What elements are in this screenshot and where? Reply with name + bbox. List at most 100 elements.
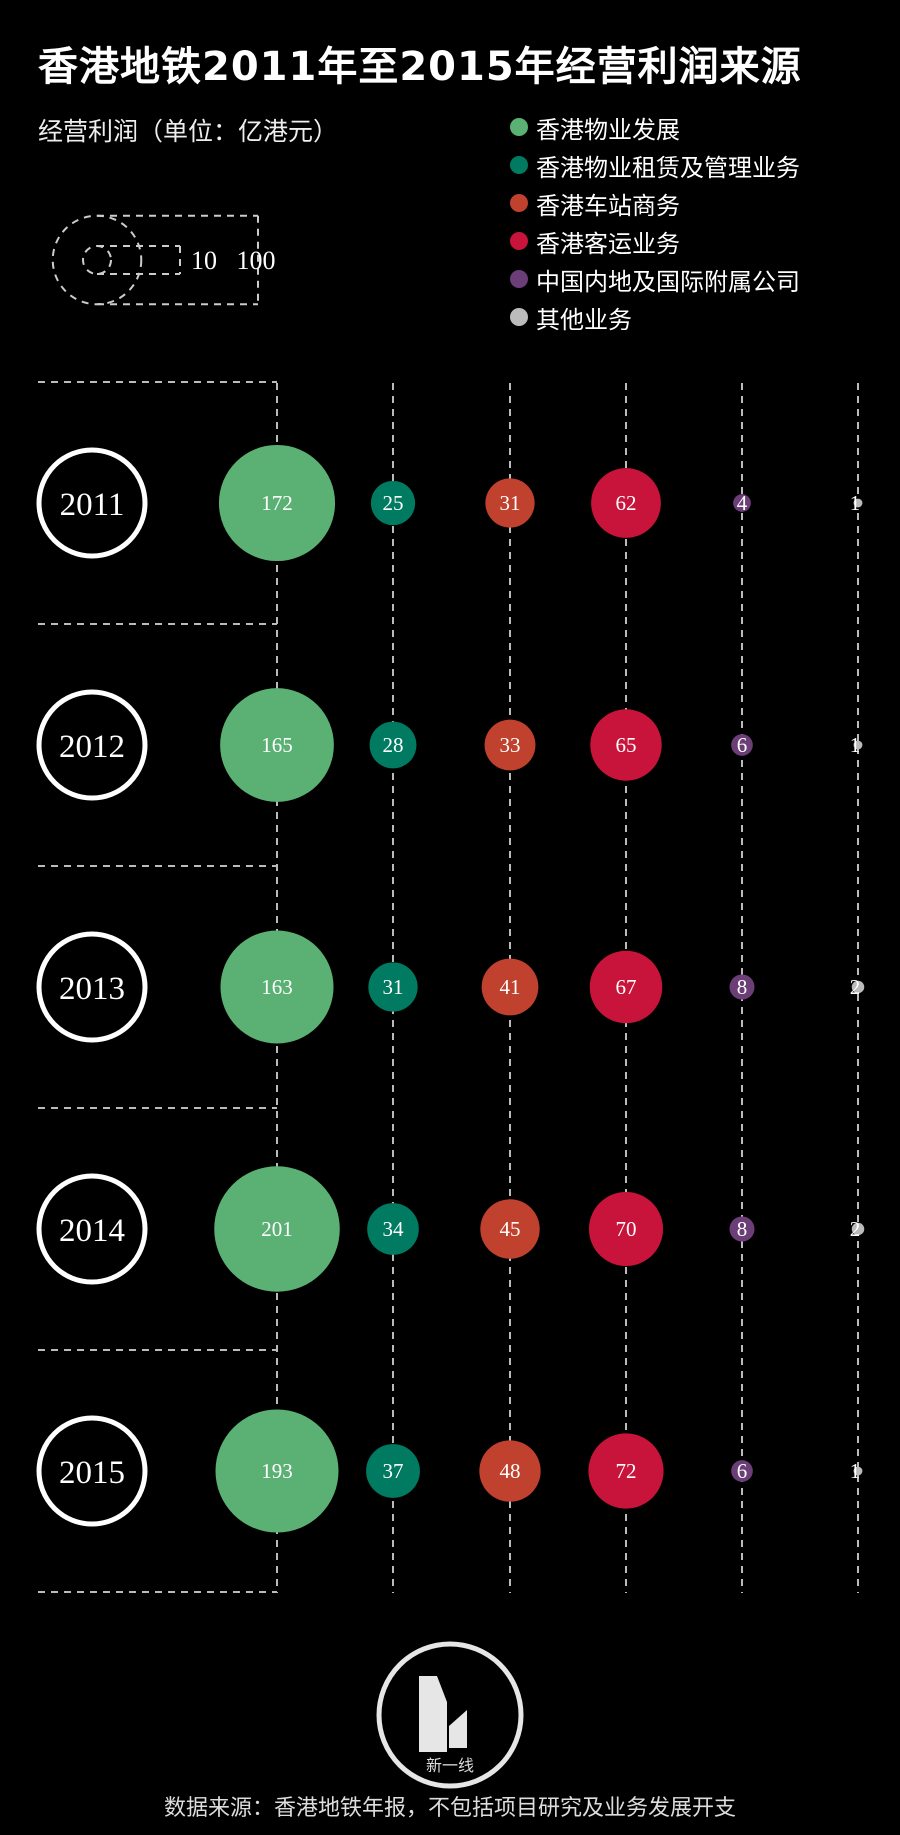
bubble-value-label: 65	[616, 733, 637, 757]
bubble-6-2014	[851, 1222, 865, 1236]
legend: 香港物业发展 香港物业租赁及管理业务 香港车站商务 香港客运业务 中国内地及国际…	[510, 108, 800, 336]
bubble-value-label: 70	[616, 1217, 637, 1241]
bubble-value-label: 31	[383, 975, 404, 999]
bubble-value-label: 201	[261, 1217, 293, 1241]
bubble-4-2013	[589, 950, 663, 1024]
bubble-3-2013	[481, 958, 539, 1016]
year-ring	[36, 1415, 148, 1527]
year-label: 2011	[60, 487, 125, 523]
bubble-value-label: 6	[737, 733, 748, 757]
bubble-value-label: 1	[850, 1459, 861, 1483]
year-ring	[36, 931, 148, 1043]
legend-label: 香港物业租赁及管理业务	[536, 153, 800, 182]
bubble-4-2014	[588, 1191, 664, 1267]
bubble-value-label: 48	[500, 1459, 521, 1483]
bubble-2-2015	[366, 1444, 420, 1498]
bubble-value-label: 1	[850, 733, 861, 757]
bubble-4-2015	[588, 1433, 664, 1509]
bubble-6-2013	[851, 980, 865, 994]
legend-swatch	[510, 194, 528, 212]
size-key: 10 100	[51, 214, 276, 306]
bubble-3-2015	[479, 1440, 541, 1502]
bubble-value-label: 6	[737, 1459, 748, 1483]
bubble-value-label: 62	[616, 491, 637, 515]
bubble-1-2011	[218, 444, 336, 562]
legend-item: 香港物业租赁及管理业务	[510, 146, 800, 184]
bubble-value-label: 41	[500, 975, 521, 999]
bubble-1-2015	[215, 1409, 339, 1533]
bubble-value-label: 31	[500, 491, 521, 515]
bubble-1-2013	[220, 930, 334, 1044]
bubble-3-2012	[484, 719, 536, 771]
year-labels: 2011 2012 2013 2014 2015	[36, 447, 148, 1527]
bubble-value-label: 28	[383, 733, 404, 757]
year-label: 2012	[59, 729, 125, 765]
bubble-value-label: 172	[261, 491, 293, 515]
bubble-5-2014	[729, 1216, 755, 1242]
unit-label: 经营利润（单位：亿港元）	[38, 117, 339, 146]
bubble-1-2014	[214, 1166, 340, 1292]
size-key-small-label: 10	[191, 246, 217, 275]
bubble-3-2014	[480, 1199, 540, 1259]
year-label: 2013	[59, 971, 125, 1007]
source-note: 数据来源：香港地铁年报，不包括项目研究及业务发展开支	[163, 1796, 736, 1821]
legend-item: 其他业务	[510, 298, 800, 336]
legend-swatch	[510, 270, 528, 288]
year-label: 2015	[59, 1455, 125, 1491]
bubble-5-2015	[731, 1460, 753, 1482]
bubble-value-label: 163	[261, 975, 293, 999]
legend-swatch	[510, 308, 528, 326]
bubble-value-label: 2	[850, 1217, 861, 1241]
bubble-6-2015	[853, 1466, 863, 1476]
logo-ring	[376, 1641, 524, 1789]
legend-item: 香港物业发展	[510, 108, 800, 146]
legend-label: 香港客运业务	[536, 229, 680, 258]
legend-label: 其他业务	[536, 305, 632, 334]
bubble-5-2013	[729, 974, 755, 1000]
bubble-value-label: 72	[616, 1459, 637, 1483]
bubble-value-label: 33	[500, 733, 521, 757]
size-key-large-circle	[51, 214, 143, 306]
bubble-6-2012	[853, 740, 863, 750]
bubble-4-2012	[590, 709, 662, 781]
bubble-value-label: 165	[261, 733, 293, 757]
bubble-value-label: 2	[850, 975, 861, 999]
legend-swatch	[510, 118, 528, 136]
bubble-4-2011	[591, 468, 661, 538]
bubble-2-2014	[367, 1203, 419, 1255]
size-key-large-label: 100	[237, 246, 276, 275]
bubble-value-label: 1	[850, 491, 861, 515]
legend-item: 中国内地及国际附属公司	[510, 260, 800, 298]
logo-text: 新一线	[425, 1756, 474, 1775]
legend-label: 香港车站商务	[536, 191, 680, 220]
legend-item: 香港车站商务	[510, 184, 800, 222]
bubble-3-2011	[485, 478, 535, 528]
size-key-small-circle	[82, 245, 112, 275]
bubble-2-2011	[370, 480, 416, 526]
bubble-value-label: 34	[383, 1217, 405, 1241]
legend-label: 香港物业发展	[536, 115, 680, 144]
bubble-value-label: 193	[261, 1459, 293, 1483]
bubble-value-label: 45	[500, 1217, 521, 1241]
logo	[376, 1641, 524, 1789]
legend-swatch	[510, 156, 528, 174]
logo-mark-left	[419, 1676, 447, 1752]
bubble-5-2012	[731, 734, 753, 756]
legend-item: 香港客运业务	[510, 222, 800, 260]
legend-swatch	[510, 232, 528, 250]
bubble-2-2012	[369, 721, 417, 769]
bubble-value-label: 4	[737, 491, 748, 515]
year-ring	[36, 447, 148, 559]
year-ring	[36, 689, 148, 801]
bubble-value-label: 25	[383, 491, 404, 515]
bubble-value-label: 8	[737, 1217, 748, 1241]
bubble-value-label: 67	[616, 975, 637, 999]
bubble-1-2012	[220, 688, 334, 802]
bubble-2-2013	[368, 962, 418, 1012]
bubble-value-label: 8	[737, 975, 748, 999]
bubble-6-2011	[853, 498, 863, 508]
year-ring	[36, 1173, 148, 1285]
legend-label: 中国内地及国际附属公司	[536, 267, 800, 296]
